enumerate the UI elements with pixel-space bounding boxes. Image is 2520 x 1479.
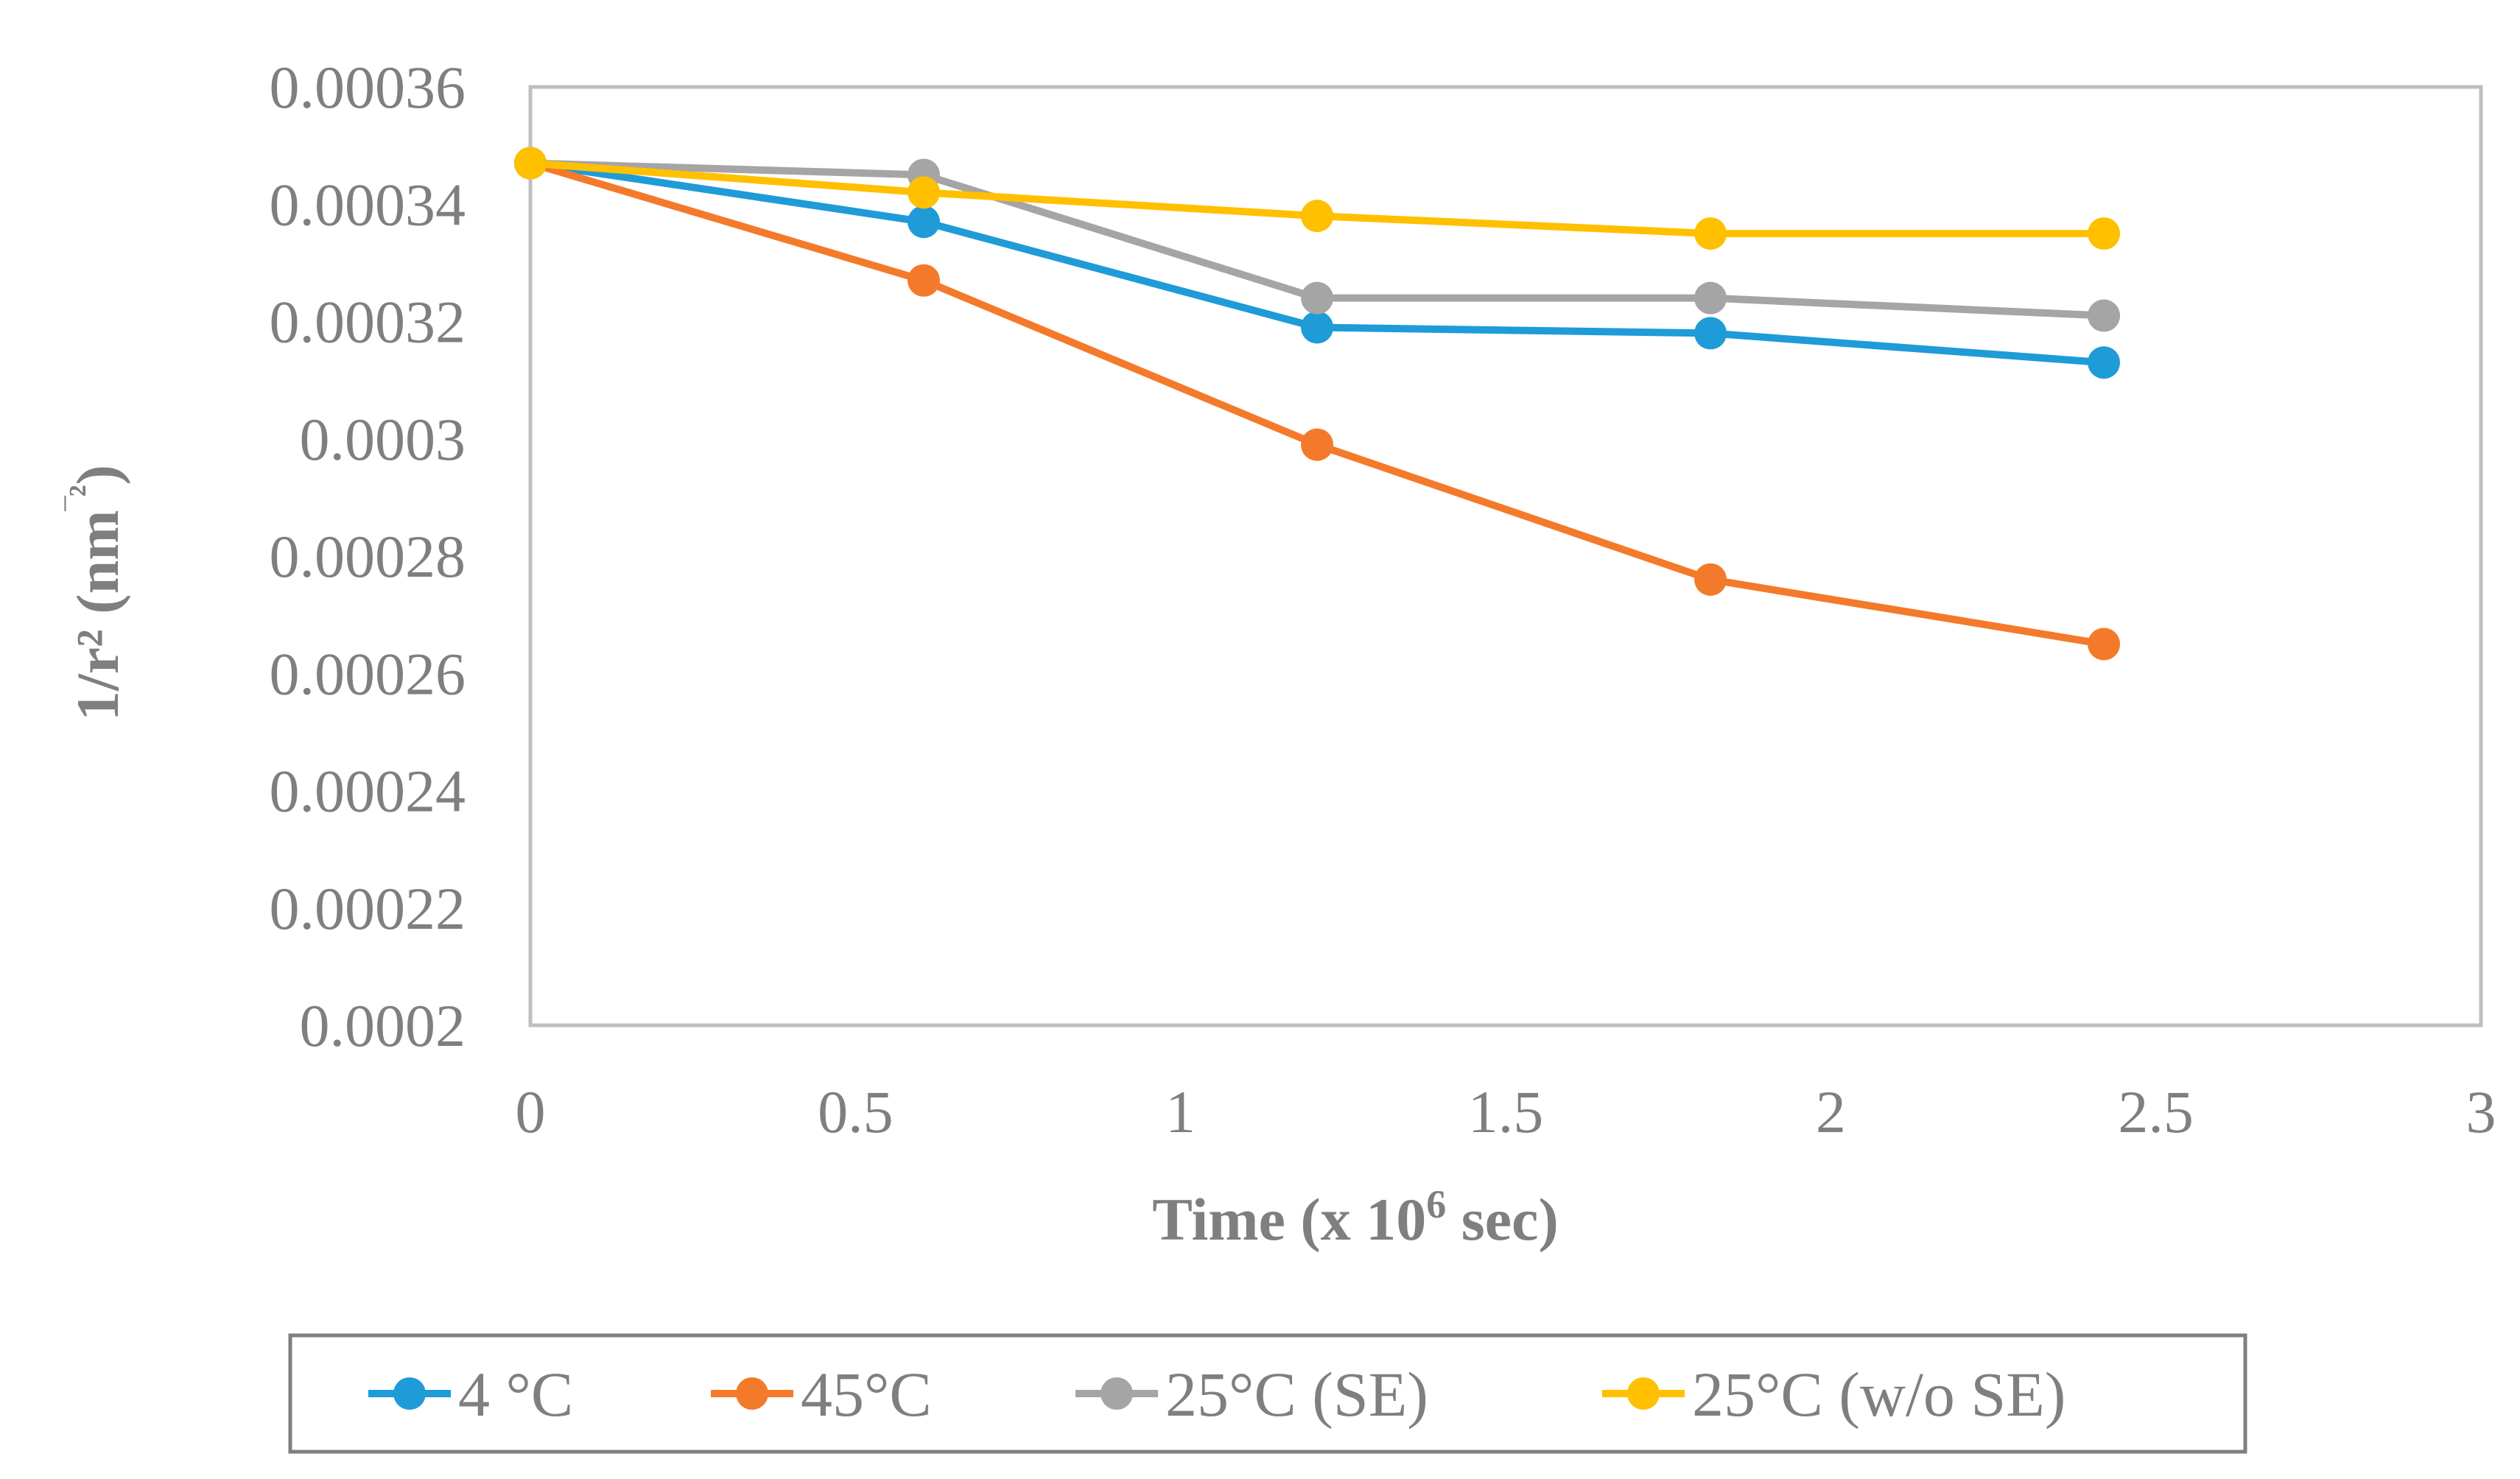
y-tick-label: 0.00022 xyxy=(270,875,466,942)
data-point xyxy=(908,176,941,209)
series-layer xyxy=(514,147,2121,661)
legend-label: 4 °C xyxy=(458,1359,573,1430)
x-tick-label: 2 xyxy=(1816,1078,1846,1145)
legend-swatch-marker xyxy=(393,1377,426,1410)
x-tick-label: 2.5 xyxy=(2118,1078,2194,1145)
data-point xyxy=(1301,311,1334,344)
data-point xyxy=(908,205,941,239)
x-tick-label: 0.5 xyxy=(818,1078,894,1145)
series xyxy=(514,147,2121,379)
data-point xyxy=(2088,299,2121,332)
y-tick-labels: 0.0002 0.00022 0.00024 0.00026 0.00028 0.0003… xyxy=(270,54,466,1059)
data-point xyxy=(1301,281,1334,315)
y-tick-label: 0.0002 xyxy=(300,992,466,1059)
data-point xyxy=(1694,217,1727,250)
y-tick-label: 0.0003 xyxy=(300,406,466,473)
data-point xyxy=(1301,200,1334,233)
legend-item: 45°C xyxy=(711,1359,932,1430)
data-point xyxy=(1301,428,1334,461)
x-axis-title: Time (x 106 sec) xyxy=(1152,1182,1559,1253)
data-point xyxy=(1694,281,1727,315)
x-tick-label: 1 xyxy=(1165,1078,1196,1145)
data-point xyxy=(1694,563,1727,596)
x-tick-labels: 0 0.5 1 1.5 2 2.5 3 xyxy=(516,1078,2496,1145)
legend-swatch-marker xyxy=(1627,1377,1660,1410)
y-tick-label: 0.00028 xyxy=(270,523,466,590)
data-point xyxy=(2088,217,2121,250)
legend-label: 25°C (SE) xyxy=(1165,1359,1428,1430)
data-point xyxy=(2088,628,2121,661)
legend-item: 25°C (SE) xyxy=(1075,1359,1428,1430)
plot-area-border xyxy=(528,85,2483,1027)
data-point xyxy=(908,264,941,297)
legend-swatch-marker xyxy=(736,1377,768,1410)
legend-swatch-marker xyxy=(1101,1377,1133,1410)
data-point xyxy=(514,147,547,180)
y-tick-label: 0.00036 xyxy=(270,54,466,121)
legend-label: 45°C xyxy=(801,1359,932,1430)
legend-box xyxy=(288,1333,2247,1454)
y-tick-label: 0.00026 xyxy=(270,640,466,707)
y-axis-title: 1/r² (nm‾²) xyxy=(60,465,131,721)
legend-item: 25°C (w/o SE) xyxy=(1602,1359,2066,1430)
y-tick-label: 0.00024 xyxy=(270,758,466,825)
y-tick-label: 0.00034 xyxy=(270,171,466,238)
data-point xyxy=(2088,346,2121,379)
series xyxy=(514,147,2121,250)
legend-label: 25°C (w/o SE) xyxy=(1692,1359,2066,1430)
y-tick-label: 0.00032 xyxy=(270,289,466,356)
series xyxy=(514,147,2121,332)
data-point xyxy=(1694,317,1727,350)
x-tick-label: 1.5 xyxy=(1468,1078,1544,1145)
x-tick-label: 3 xyxy=(2466,1078,2496,1145)
legend: 4 °C 45°C 25°C (SE) 25°C (w/o SE) xyxy=(368,1359,2066,1430)
x-tick-label: 0 xyxy=(516,1078,546,1145)
legend-item: 4 °C xyxy=(368,1359,573,1430)
